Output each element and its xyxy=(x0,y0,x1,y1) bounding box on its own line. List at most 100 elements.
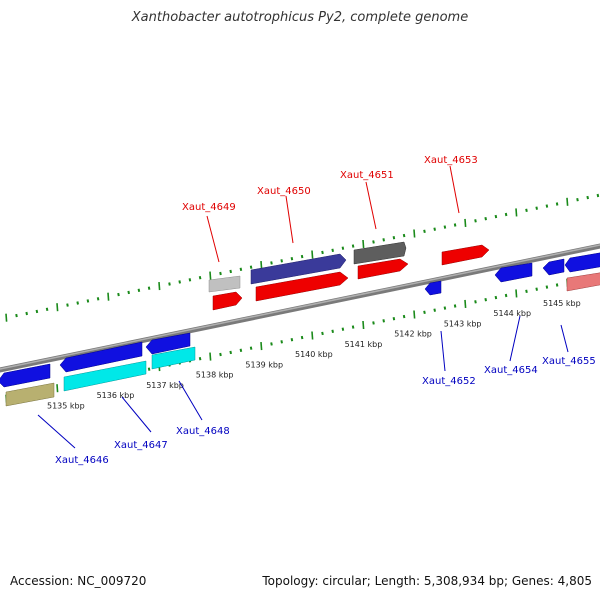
minor-tick xyxy=(45,307,49,311)
minor-tick xyxy=(35,309,39,314)
gene-labels: Xaut_4649 Xaut_4650 Xaut_4651 Xaut_4653 … xyxy=(55,155,596,466)
scale-label: 5142 kbp xyxy=(394,330,432,339)
major-tick xyxy=(311,331,314,340)
minor-tick xyxy=(198,357,202,361)
gene-label-xaut-4646[interactable]: Xaut_4646 xyxy=(55,455,109,466)
major-tick xyxy=(209,352,212,361)
accession-text: Accession: NC_009720 xyxy=(10,574,147,588)
gene-label-xaut-4647[interactable]: Xaut_4647 xyxy=(114,440,168,451)
gene-feature-red-4651[interactable] xyxy=(357,258,409,280)
minor-tick xyxy=(239,348,243,352)
minor-tick xyxy=(178,280,181,284)
gene-label-xaut-4651[interactable]: Xaut_4651 xyxy=(340,170,394,181)
major-tick xyxy=(56,384,59,393)
minor-tick xyxy=(351,244,355,248)
gene-feature-blue-4655b[interactable] xyxy=(564,252,600,273)
minor-tick xyxy=(525,289,528,293)
gene-feature-cyan-4647[interactable] xyxy=(63,360,147,392)
major-tick xyxy=(413,229,416,238)
minor-tick xyxy=(331,248,334,252)
scale-label: 5137 kbp xyxy=(146,381,184,390)
major-tick xyxy=(209,271,212,280)
scale-label: 5135 kbp xyxy=(47,401,85,410)
minor-tick xyxy=(433,227,436,231)
gene-label-xaut-4655[interactable]: Xaut_4655 xyxy=(542,356,596,367)
gene-label-xaut-4650[interactable]: Xaut_4650 xyxy=(257,186,311,197)
major-tick xyxy=(515,208,518,217)
gene-feature-navy[interactable] xyxy=(250,253,347,285)
gene-feature-blue-left[interactable] xyxy=(0,363,51,388)
minor-tick xyxy=(168,282,171,286)
minor-tick xyxy=(443,306,447,310)
forward-strand-features xyxy=(208,241,490,311)
minor-tick xyxy=(351,325,355,329)
minor-tick xyxy=(229,269,232,274)
minor-tick xyxy=(25,311,28,316)
minor-tick xyxy=(555,202,559,206)
genome-backbone-highlight xyxy=(0,244,600,370)
scale-label: 5144 kbp xyxy=(493,309,531,318)
gene-feature-darkgray[interactable] xyxy=(353,241,407,265)
minor-tick xyxy=(341,246,345,250)
major-tick xyxy=(260,342,263,351)
minor-tick xyxy=(382,319,385,323)
gene-feature-lightgray[interactable] xyxy=(208,275,241,293)
gene-label-xaut-4653[interactable]: Xaut_4653 xyxy=(424,155,478,166)
major-tick xyxy=(107,292,110,301)
gene-feature-red-4649[interactable] xyxy=(212,291,243,311)
map-title: Xanthobacter autotrophicus Py2, complete… xyxy=(131,10,469,25)
gene-feature-blue-4655a[interactable] xyxy=(542,258,565,276)
minor-tick xyxy=(300,254,304,259)
minor-tick xyxy=(504,293,508,298)
minor-tick xyxy=(392,317,396,321)
gene-label-xaut-4654[interactable]: Xaut_4654 xyxy=(484,365,538,376)
gene-feature-red-4650[interactable] xyxy=(255,271,349,302)
gene-label-xaut-4652[interactable]: Xaut_4652 xyxy=(422,376,476,387)
gene-feature-khaki[interactable] xyxy=(5,382,55,407)
minor-tick xyxy=(300,335,304,340)
minor-tick xyxy=(321,250,324,255)
gene-feature-blue-4654[interactable] xyxy=(494,262,533,283)
upper-tick-ruler xyxy=(5,193,600,322)
minor-tick xyxy=(147,367,151,371)
minor-tick xyxy=(392,236,396,240)
genome-backbone xyxy=(0,243,600,373)
minor-tick xyxy=(535,206,538,210)
minor-tick xyxy=(402,314,406,319)
scale-label: 5140 kbp xyxy=(295,350,333,359)
major-tick xyxy=(515,289,518,298)
scale-label: 5141 kbp xyxy=(345,340,383,349)
gene-feature-blue-4648[interactable] xyxy=(145,332,191,355)
minor-tick xyxy=(331,329,334,333)
genome-summary-text: Topology: circular; Length: 5,308,934 bp… xyxy=(262,574,592,588)
minor-tick xyxy=(443,225,447,229)
minor-tick xyxy=(239,267,243,271)
minor-tick xyxy=(474,300,477,304)
minor-tick xyxy=(535,287,538,291)
minor-tick xyxy=(117,292,120,297)
gene-feature-blue-4647[interactable] xyxy=(59,341,143,373)
minor-tick xyxy=(290,257,294,261)
gene-label-xaut-4648[interactable]: Xaut_4648 xyxy=(176,426,230,437)
major-tick xyxy=(56,303,59,312)
gene-feature-red-4653[interactable] xyxy=(441,244,490,266)
minor-tick xyxy=(545,285,549,289)
minor-tick xyxy=(341,327,345,331)
gene-feature-cyan-4648[interactable] xyxy=(151,346,196,370)
reverse-strand-features xyxy=(0,252,600,407)
scale-label: 5143 kbp xyxy=(444,319,482,328)
minor-tick xyxy=(525,208,528,212)
minor-tick xyxy=(96,297,100,301)
gene-feature-blue-4652[interactable] xyxy=(424,280,442,296)
minor-tick xyxy=(372,321,375,325)
label-leader-lines xyxy=(37,165,569,449)
gene-feature-pink[interactable] xyxy=(566,272,600,292)
minor-tick xyxy=(137,288,141,292)
major-tick xyxy=(464,299,467,308)
minor-tick xyxy=(127,290,130,295)
minor-tick xyxy=(280,340,283,344)
minor-tick xyxy=(270,342,273,346)
gene-label-xaut-4649[interactable]: Xaut_4649 xyxy=(182,202,236,213)
major-tick xyxy=(413,310,416,319)
